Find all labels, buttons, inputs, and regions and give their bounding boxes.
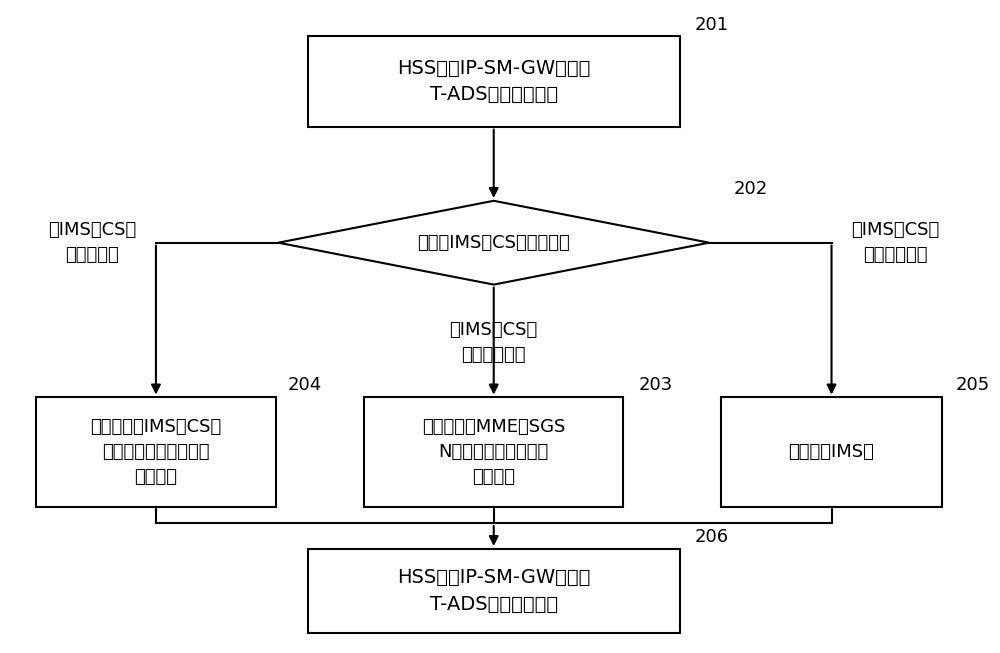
Text: 201: 201 bbox=[694, 16, 729, 34]
Text: 在IMS和CS中
均有注册状态: 在IMS和CS中 均有注册状态 bbox=[450, 321, 538, 364]
Text: 依据终端在IMS或CS中
的所述注册状态判定域
选择信息: 依据终端在IMS或CS中 的所述注册状态判定域 选择信息 bbox=[90, 418, 222, 486]
Text: 203: 203 bbox=[639, 375, 673, 394]
FancyBboxPatch shape bbox=[36, 398, 276, 507]
Text: HSS接收IP-SM-GW所发的
T-ADS信息查询请求: HSS接收IP-SM-GW所发的 T-ADS信息查询请求 bbox=[397, 59, 590, 104]
Text: 202: 202 bbox=[734, 180, 768, 199]
Text: 205: 205 bbox=[956, 375, 990, 394]
FancyBboxPatch shape bbox=[308, 549, 680, 633]
Text: 206: 206 bbox=[694, 528, 729, 547]
Text: 终端在IMS和CS的注册状态: 终端在IMS和CS的注册状态 bbox=[417, 234, 570, 251]
Text: 依据终端在MME和SGS
N的注册时间戳判定域
选择信息: 依据终端在MME和SGS N的注册时间戳判定域 选择信息 bbox=[422, 418, 565, 486]
FancyBboxPatch shape bbox=[364, 398, 623, 507]
Text: 在IMS或CS中
均无注册状态: 在IMS或CS中 均无注册状态 bbox=[851, 221, 939, 264]
FancyBboxPatch shape bbox=[721, 398, 942, 507]
Text: HSS接收IP-SM-GW所发的
T-ADS信息查询请求: HSS接收IP-SM-GW所发的 T-ADS信息查询请求 bbox=[397, 568, 590, 614]
Text: 204: 204 bbox=[288, 375, 322, 394]
Polygon shape bbox=[278, 200, 709, 285]
FancyBboxPatch shape bbox=[308, 37, 680, 127]
Text: 判定选择IMS域: 判定选择IMS域 bbox=[789, 443, 874, 461]
Text: 在IMS或CS中
有注册状态: 在IMS或CS中 有注册状态 bbox=[48, 221, 136, 264]
